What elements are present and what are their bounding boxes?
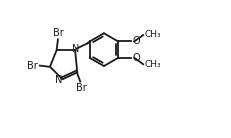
Text: Br: Br bbox=[52, 28, 63, 38]
Text: CH₃: CH₃ bbox=[143, 60, 160, 69]
Text: N: N bbox=[55, 75, 62, 85]
Text: Br: Br bbox=[27, 61, 38, 71]
Text: Br: Br bbox=[76, 83, 87, 93]
Text: O: O bbox=[132, 36, 139, 47]
Text: CH₃: CH₃ bbox=[143, 30, 160, 39]
Text: O: O bbox=[132, 53, 139, 63]
Text: N: N bbox=[72, 43, 79, 54]
